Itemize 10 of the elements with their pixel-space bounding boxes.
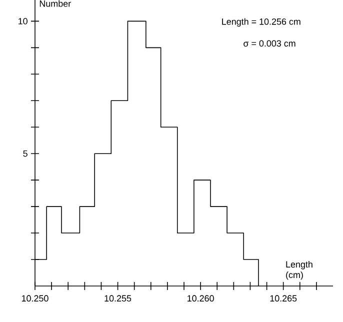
y-axis-title: Number	[40, 0, 71, 7]
y-tick-label: 5	[23, 150, 28, 157]
x-tick-label: 10.260	[188, 295, 214, 302]
y-tick-label: 10	[18, 18, 28, 24]
annotation: Length = 10.256 cm	[222, 18, 300, 27]
x-tick-label: 10.265	[270, 295, 297, 302]
x-axis-title: Length (cm)	[286, 260, 312, 280]
x-tick-label: 10.250	[22, 295, 48, 302]
annotation: σ = 0.003 cm	[244, 40, 296, 47]
x-tick-label: 10.255	[104, 295, 132, 302]
